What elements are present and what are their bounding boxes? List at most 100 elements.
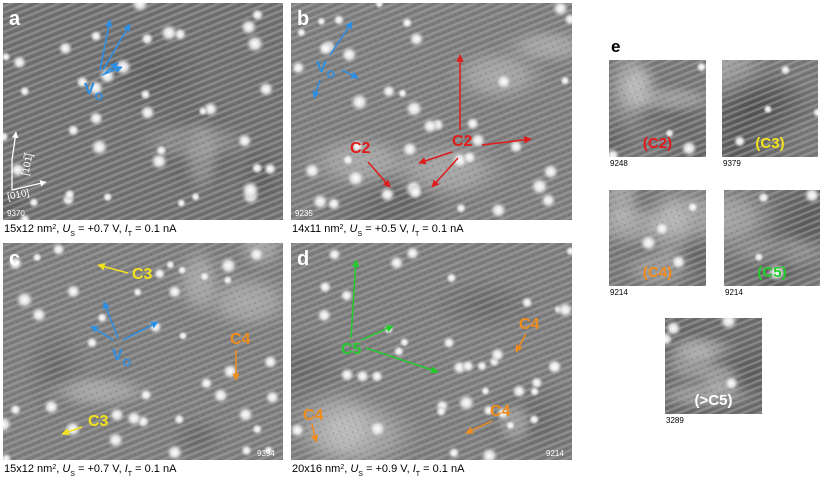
bright-spot — [520, 295, 534, 310]
defect-label: C3 — [88, 413, 109, 430]
bright-spot — [89, 137, 109, 157]
arrow — [312, 79, 321, 99]
bright-spot — [435, 405, 448, 418]
inset-image-id: 9379 — [723, 159, 741, 168]
arrow — [122, 321, 159, 341]
bright-spot — [556, 301, 572, 319]
defect-label: C4 — [303, 407, 324, 424]
bright-spot — [250, 8, 265, 22]
bright-spot — [369, 369, 385, 384]
caption-part: T — [128, 231, 133, 238]
arrow — [104, 62, 119, 74]
bright-spot — [3, 130, 10, 144]
bright-spot — [401, 16, 414, 29]
inset-image-id: 9248 — [610, 159, 628, 168]
arrow — [61, 426, 83, 436]
bright-spot — [176, 264, 188, 276]
bright-spot — [190, 191, 201, 202]
bright-spot — [680, 139, 698, 157]
bright-spot — [733, 134, 747, 148]
defect-label: C2 — [452, 133, 473, 150]
arrow — [310, 423, 319, 443]
label-sub: O — [95, 91, 104, 103]
bright-spot — [686, 200, 700, 214]
bright-spot — [9, 161, 27, 179]
stm-image — [609, 60, 706, 157]
panel-letter: c — [9, 248, 20, 270]
image-id: 9235 — [295, 209, 313, 218]
caption-part: = 0.1 nA — [420, 463, 465, 475]
bright-spot — [316, 307, 333, 324]
bright-spot — [465, 116, 481, 132]
arrow — [350, 259, 360, 339]
image-stripes — [291, 243, 572, 460]
bright-spot — [374, 3, 385, 9]
bright-spot — [236, 405, 255, 424]
arrow — [99, 19, 113, 71]
label-main: C4 — [519, 316, 540, 333]
inset-label: (>C5) — [695, 392, 733, 409]
bright-spot — [139, 388, 153, 402]
stm-image — [722, 60, 818, 157]
bright-spot — [18, 85, 31, 98]
panel-letter: a — [9, 8, 21, 30]
image-id: 9394 — [257, 449, 275, 458]
label-main: V — [112, 347, 123, 364]
bright-spot — [166, 283, 183, 300]
bright-spot — [236, 132, 253, 149]
bright-spot — [340, 45, 359, 64]
caption-part: 2 — [52, 224, 56, 231]
stm-image — [291, 243, 572, 460]
label-main: C5 — [341, 341, 362, 358]
bright-spot — [332, 13, 346, 27]
bright-spot — [296, 27, 307, 38]
label-main: C2 — [350, 140, 371, 157]
inset-image-id: 9214 — [725, 288, 743, 297]
bright-spot — [609, 147, 621, 157]
bright-spot — [381, 83, 397, 99]
bright-spot — [165, 443, 184, 460]
caption-part: = +0.7 V, — [75, 463, 125, 475]
bright-spot — [326, 196, 342, 212]
bright-spot — [218, 256, 238, 276]
inset-label: (C4) — [643, 264, 672, 281]
bright-spot — [654, 220, 670, 237]
bright-spot — [541, 162, 560, 181]
bright-spot — [149, 151, 169, 171]
bright-spot — [397, 88, 408, 99]
bright-spot — [86, 78, 105, 97]
bright-spot — [291, 60, 307, 76]
bright-spot — [212, 386, 230, 405]
bright-spot — [803, 190, 820, 205]
bright-spot — [388, 254, 405, 272]
bright-spot — [11, 54, 28, 71]
bright-spot — [482, 403, 496, 417]
bright-spot — [718, 318, 739, 331]
stm-image — [3, 243, 283, 460]
bright-spot — [529, 176, 550, 197]
arrow — [360, 325, 394, 341]
bright-spot — [565, 245, 572, 257]
bright-spot — [311, 192, 330, 211]
arrow — [418, 151, 453, 165]
bright-spot — [51, 243, 66, 257]
label-main: C4 — [230, 331, 251, 348]
caption-part: U — [350, 463, 358, 475]
arrow — [329, 21, 353, 56]
stm-image — [724, 190, 820, 286]
bright-spot — [154, 144, 168, 157]
bright-spot — [339, 288, 354, 303]
bright-spot — [263, 161, 278, 177]
arrow — [515, 333, 527, 353]
bright-spot — [378, 185, 396, 204]
bright-spot — [245, 33, 265, 54]
bright-spot — [262, 353, 279, 370]
bright-spot — [327, 247, 342, 262]
direction-arrow — [11, 131, 19, 190]
bright-spot — [489, 346, 506, 363]
bright-spot — [639, 233, 658, 253]
defect-label: VO — [316, 59, 336, 81]
caption-part: 2 — [340, 464, 344, 471]
bright-spot — [400, 140, 419, 159]
defect-label: C3 — [132, 266, 153, 283]
